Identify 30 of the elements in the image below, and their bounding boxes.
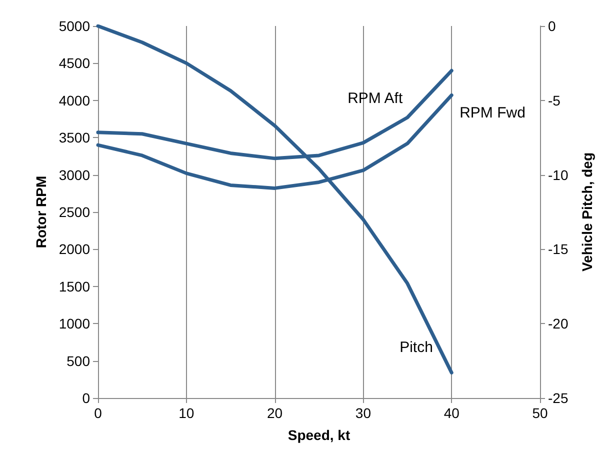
y-tick-label: 2500 xyxy=(58,204,90,220)
y-tick-label: 4000 xyxy=(58,92,90,108)
y-tick-label: 1000 xyxy=(58,316,90,332)
y-tick-label: 2000 xyxy=(58,241,90,258)
y-tick-label: 3500 xyxy=(58,130,90,146)
series-label: Pitch xyxy=(400,339,433,356)
y-axis-title: Rotor RPM xyxy=(32,176,49,248)
y2-tick-label: -20 xyxy=(548,316,568,332)
x-tick-label: 20 xyxy=(267,405,283,421)
y2-tick-label: -5 xyxy=(548,92,561,108)
y2-axis-title: Vehicle Pitch, deg xyxy=(579,152,595,272)
y-tick-label: 500 xyxy=(66,352,90,369)
y2-tick-label: -10 xyxy=(548,166,568,183)
line-series xyxy=(96,24,454,374)
y-tick-label: 1500 xyxy=(58,278,90,294)
y-tick-label: 3000 xyxy=(58,166,90,183)
x-tick-label: 50 xyxy=(532,405,548,421)
x-tick-label: 0 xyxy=(94,405,102,421)
y-tick-label: 5000 xyxy=(58,18,90,34)
x-axis-title: Speed, kt xyxy=(288,427,350,443)
y2-tick-label: 0 xyxy=(548,18,556,34)
y2-tick-label: -25 xyxy=(548,390,568,406)
x-tick-label: 10 xyxy=(178,405,194,421)
x-tick-label: 40 xyxy=(444,405,460,421)
x-tick-label: 30 xyxy=(355,405,372,421)
series-label: RPM Fwd xyxy=(460,104,526,122)
y2-tick-label: -15 xyxy=(548,241,568,258)
y-tick-label: 0 xyxy=(82,390,90,406)
series-label: RPM Aft xyxy=(348,90,404,108)
y-tick-label: 4500 xyxy=(58,55,90,72)
